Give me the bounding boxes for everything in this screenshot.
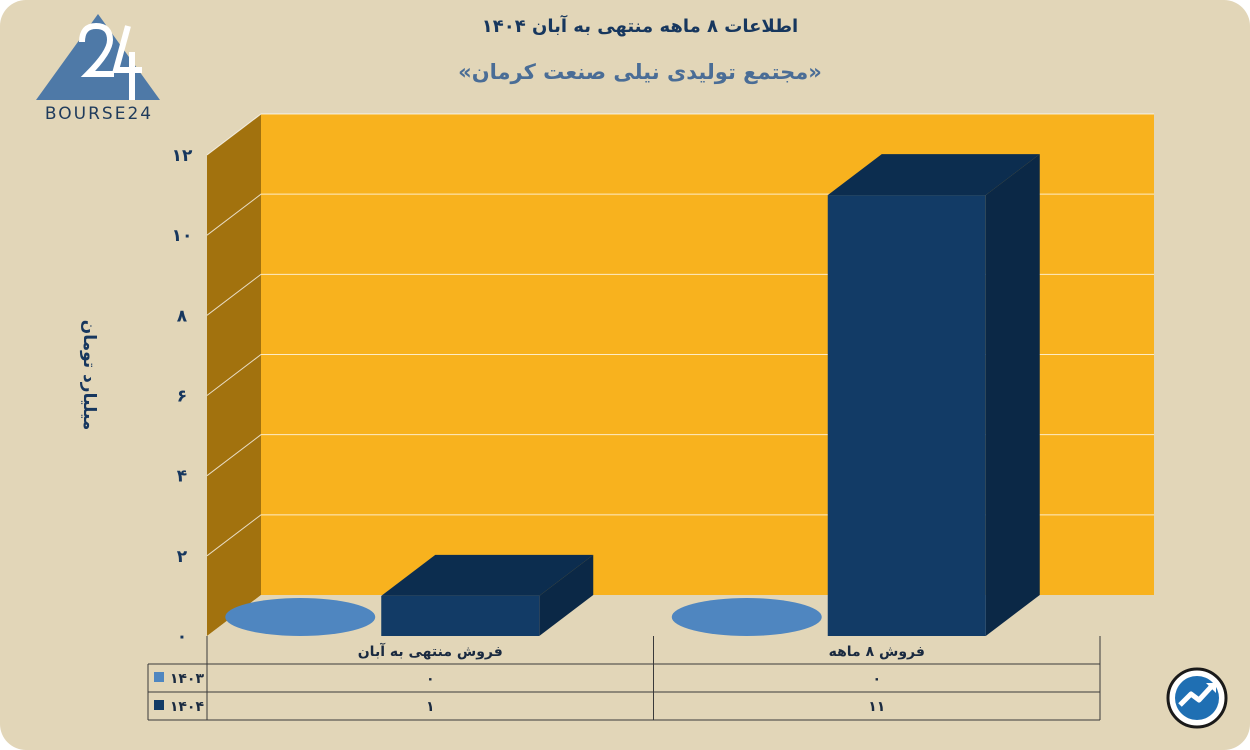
- legend-swatch: [154, 672, 164, 682]
- bar-1403: [225, 598, 376, 636]
- bar-1404: [827, 195, 986, 637]
- x-tick-label: فروش ۸ ماهه: [829, 644, 925, 660]
- bar-1404-top: [381, 554, 594, 596]
- x-tick-label: فروش منتهی به آبان: [358, 642, 503, 660]
- bourse24-logo: [30, 12, 170, 132]
- chart-subtitle: «مجتمع تولیدی نیلی صنعت کرمان»: [458, 60, 822, 84]
- chart-title: اطلاعات ۸ ماهه منتهی به آبان ۱۴۰۴: [481, 16, 799, 37]
- logo-text: BOURSE24: [44, 104, 154, 124]
- y-tick-label: ۰: [177, 627, 187, 647]
- bar-1404: [381, 595, 540, 636]
- bar-1403: [671, 598, 822, 636]
- legend-swatch: [154, 700, 164, 710]
- legend-label: ۱۴۰۳: [170, 671, 205, 687]
- y-tick-label: ۲: [177, 547, 188, 567]
- y-tick-label: ۱۰: [172, 226, 193, 246]
- trend-up-icon[interactable]: [1166, 667, 1228, 729]
- data-label: ۰: [872, 671, 881, 687]
- gridline: [206, 113, 1154, 156]
- y-tick-label: ۶: [177, 387, 187, 407]
- bar-1404-side: [985, 154, 1040, 637]
- data-label: ۱: [426, 699, 435, 715]
- y-tick-label: ۴: [177, 467, 187, 487]
- bar-1404-side: [539, 554, 594, 636]
- bar-1404-top: [827, 154, 1040, 196]
- data-label: ۱۱: [868, 699, 885, 715]
- y-tick-label: ۸: [177, 306, 188, 326]
- data-label: ۰: [426, 671, 435, 687]
- y-tick-label: ۱۲: [172, 146, 193, 166]
- legend-label: ۱۴۰۴: [170, 699, 205, 715]
